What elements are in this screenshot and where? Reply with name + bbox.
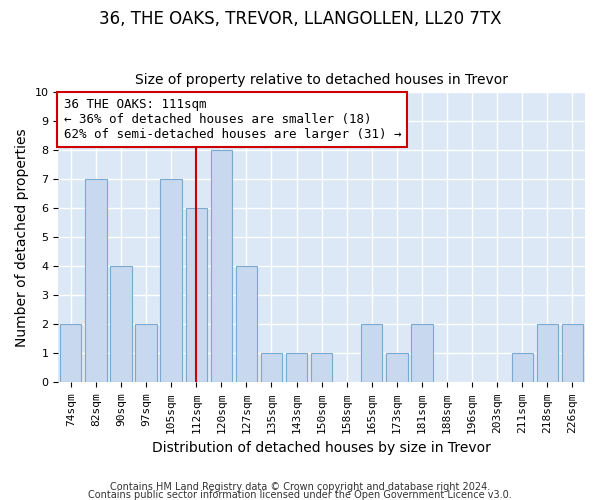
X-axis label: Distribution of detached houses by size in Trevor: Distribution of detached houses by size … [152,441,491,455]
Bar [537,324,558,382]
Bar [211,150,232,382]
Bar [412,324,433,382]
Bar [110,266,131,382]
Text: 36, THE OAKS, TREVOR, LLANGOLLEN, LL20 7TX: 36, THE OAKS, TREVOR, LLANGOLLEN, LL20 7… [99,10,501,28]
Text: 36 THE OAKS: 111sqm
← 36% of detached houses are smaller (18)
62% of semi-detach: 36 THE OAKS: 111sqm ← 36% of detached ho… [64,98,401,141]
Bar [60,324,82,382]
Bar [236,266,257,382]
Bar [136,324,157,382]
Bar [85,180,107,382]
Bar [311,354,332,382]
Bar [185,208,207,382]
Bar [386,354,407,382]
Text: Contains public sector information licensed under the Open Government Licence v3: Contains public sector information licen… [88,490,512,500]
Bar [286,354,307,382]
Title: Size of property relative to detached houses in Trevor: Size of property relative to detached ho… [135,73,508,87]
Bar [562,324,583,382]
Text: Contains HM Land Registry data © Crown copyright and database right 2024.: Contains HM Land Registry data © Crown c… [110,482,490,492]
Y-axis label: Number of detached properties: Number of detached properties [15,128,29,346]
Bar [160,180,182,382]
Bar [361,324,382,382]
Bar [261,354,282,382]
Bar [512,354,533,382]
